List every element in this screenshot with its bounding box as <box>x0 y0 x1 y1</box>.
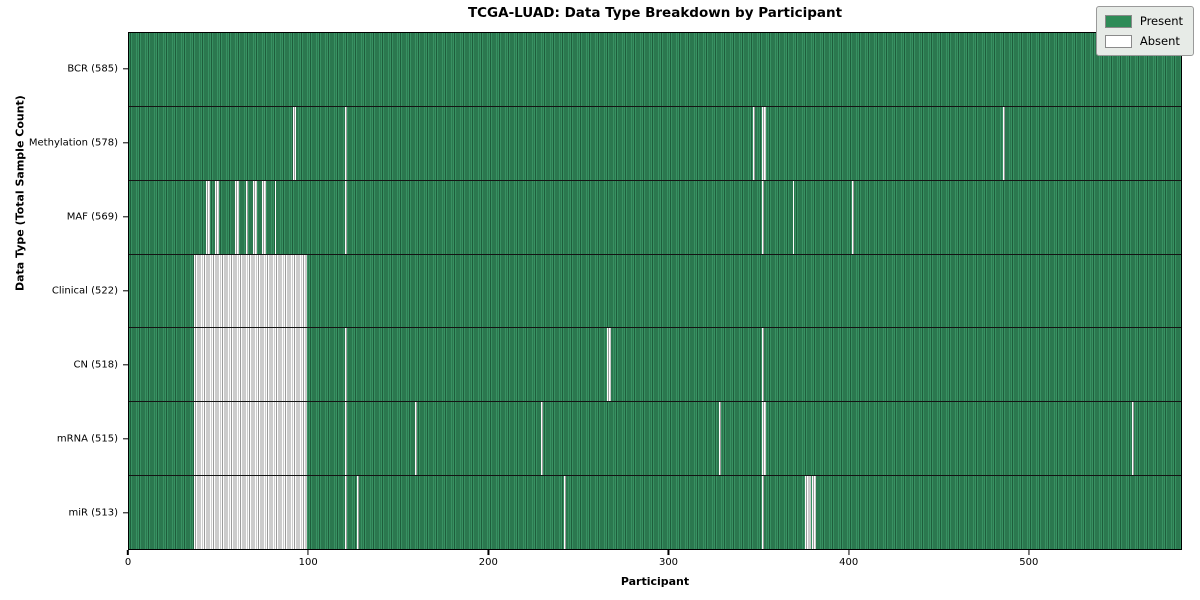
data-row-CN <box>129 328 1181 403</box>
x-tick: 200 <box>479 550 498 568</box>
x-tick-label: 100 <box>298 557 318 568</box>
data-row-miR <box>129 476 1181 550</box>
data-row-BCR <box>129 33 1181 107</box>
x-tick-mark <box>127 550 129 555</box>
absent-segment <box>761 180 764 254</box>
absent-segment <box>344 402 347 476</box>
y-tick-label: Clinical (522) <box>51 285 118 297</box>
x-tick-label: 500 <box>1019 557 1039 568</box>
y-tick-slot: Clinical (522) <box>0 254 128 328</box>
absent-segment <box>344 106 347 180</box>
x-tick-labels: 0 100 200 300 400 500 <box>125 550 1182 572</box>
y-tick-mark <box>123 142 128 144</box>
chart-title: TCGA-LUAD: Data Type Breakdown by Partic… <box>467 5 843 21</box>
absent-segment <box>292 106 297 180</box>
x-tick-mark <box>1028 550 1030 555</box>
absent-segment <box>540 402 543 476</box>
absent-segment <box>193 402 308 476</box>
y-tick-label: Methylation (578) <box>28 137 118 149</box>
y-tick-label: BCR (585) <box>67 63 118 75</box>
legend-label: Present <box>1139 14 1183 28</box>
absent-segment <box>344 180 347 254</box>
absent-segment <box>564 476 566 550</box>
absent-segment <box>357 476 360 550</box>
legend-label: Absent <box>1139 34 1180 48</box>
absent-segment <box>193 254 308 328</box>
absent-swatch-icon <box>1104 34 1132 48</box>
legend: Present Absent <box>1095 6 1194 56</box>
y-tick-mark <box>123 512 128 514</box>
y-tick-slot: MAF (569) <box>0 180 128 254</box>
data-row-mRNA <box>129 402 1181 477</box>
plot-area <box>128 32 1182 550</box>
absent-segment <box>235 180 239 254</box>
y-tick-label: mRNA (515) <box>56 433 118 445</box>
absent-segment <box>812 476 816 550</box>
y-tick-slot: CN (518) <box>0 328 128 402</box>
data-row-Methylation <box>129 106 1181 181</box>
absent-segment <box>805 476 811 550</box>
y-tick-labels: BCR (585) Methylation (578) MAF (569) Clini… <box>0 32 128 550</box>
absent-segment <box>245 180 248 254</box>
data-row-MAF <box>129 180 1181 255</box>
absent-segment <box>262 180 266 254</box>
absent-segment <box>344 328 347 402</box>
x-tick: 500 <box>1019 550 1038 568</box>
absent-segment <box>607 328 611 402</box>
y-tick-slot: BCR (585) <box>0 32 128 106</box>
x-tick-mark <box>847 550 850 555</box>
x-tick-mark <box>667 550 670 555</box>
y-tick-slot: mRNA (515) <box>0 402 128 476</box>
x-tick-label: 200 <box>478 557 498 568</box>
absent-segment <box>206 180 210 254</box>
absent-segment <box>193 328 308 402</box>
y-tick-slot: Methylation (578) <box>0 106 128 180</box>
absent-segment <box>274 180 277 254</box>
absent-segment <box>851 180 854 254</box>
y-tick-slot: miR (513) <box>0 476 128 550</box>
absent-segment <box>193 476 308 550</box>
x-tick: 300 <box>659 550 678 568</box>
y-tick-mark <box>123 364 128 366</box>
y-tick-mark <box>123 290 128 292</box>
absent-segment <box>718 402 721 476</box>
y-tick-label: miR (513) <box>68 507 118 519</box>
absent-segment <box>753 106 755 180</box>
absent-segment <box>761 328 764 402</box>
legend-entry-present: Present <box>1104 14 1183 28</box>
x-axis-label: Participant <box>620 575 690 588</box>
x-tick-label: 0 <box>124 557 132 568</box>
absent-segment <box>1002 106 1005 180</box>
x-tick-label: 400 <box>839 557 859 568</box>
y-tick-mark <box>123 68 128 70</box>
x-tick: 400 <box>839 550 858 568</box>
x-tick: 100 <box>299 550 318 568</box>
data-row-Clinical <box>129 254 1181 329</box>
absent-segment <box>215 180 219 254</box>
x-tick-mark <box>487 550 490 555</box>
y-tick-label: MAF (569) <box>66 211 118 223</box>
absent-segment <box>761 476 764 550</box>
y-tick-mark <box>123 438 128 440</box>
y-tick-mark <box>123 216 128 218</box>
absent-segment <box>414 402 417 476</box>
absent-segment <box>1132 402 1135 476</box>
legend-entry-absent: Absent <box>1104 34 1183 48</box>
x-tick-label: 300 <box>658 557 679 568</box>
x-tick-mark <box>307 550 309 555</box>
absent-segment <box>344 476 347 550</box>
absent-segment <box>761 402 766 476</box>
present-swatch-icon <box>1104 14 1132 28</box>
absent-segment <box>761 106 766 180</box>
absent-segment <box>792 180 795 254</box>
y-tick-label: CN (518) <box>73 359 118 371</box>
absent-segment <box>253 180 257 254</box>
x-tick: 0 <box>125 550 131 568</box>
